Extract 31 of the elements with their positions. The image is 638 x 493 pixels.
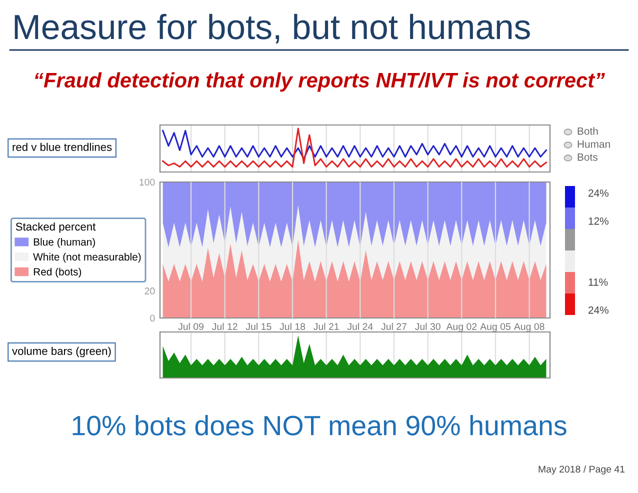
text: May 2018 / Page 41 [538,465,625,475]
text: 10% bots does NOT mean 90% humans [72,415,566,436]
text: Bots [578,154,598,161]
legend-title: Stacked percent [16,222,96,233]
text: 24% [588,306,608,314]
text: 11% [588,278,608,286]
legend-label: White (not measurable) [33,252,141,263]
x-tick-label: Aug 02 [446,323,477,332]
x-tick-label: Jul 12 [212,322,238,330]
y-tick-label: 20 [144,288,155,294]
text: 12% [588,217,608,225]
text: volume bars (green) [12,346,111,358]
x-tick-label: Jul 24 [347,322,373,330]
x-tick-label: Jul 30 [415,322,440,330]
legend-label: Red (bots) [34,268,82,278]
text: Human [578,140,610,148]
y-tick-label: 100 [140,178,155,186]
x-tick-label: Jul 18 [280,322,306,330]
text: red v blue trendlines [12,142,112,151]
chart-subtitle: “Fraud detection that only reports NHT/IVT is not correct” [35,72,605,92]
y-tick-label: 0 [150,314,155,322]
x-tick-label: Jul 15 [246,322,272,330]
x-tick-label: Jul 21 [314,322,339,330]
text: Both [578,127,598,135]
legend-label: Blue (human) [34,238,95,248]
x-tick-label: Aug 05 [480,323,510,332]
text: 24% [588,189,608,197]
x-tick-label: Jul 27 [381,322,406,330]
x-tick-label: Aug 08 [514,323,544,332]
x-tick-label: Jul 09 [178,322,204,330]
chart-title: Measure for bots, but not humans [14,14,530,44]
